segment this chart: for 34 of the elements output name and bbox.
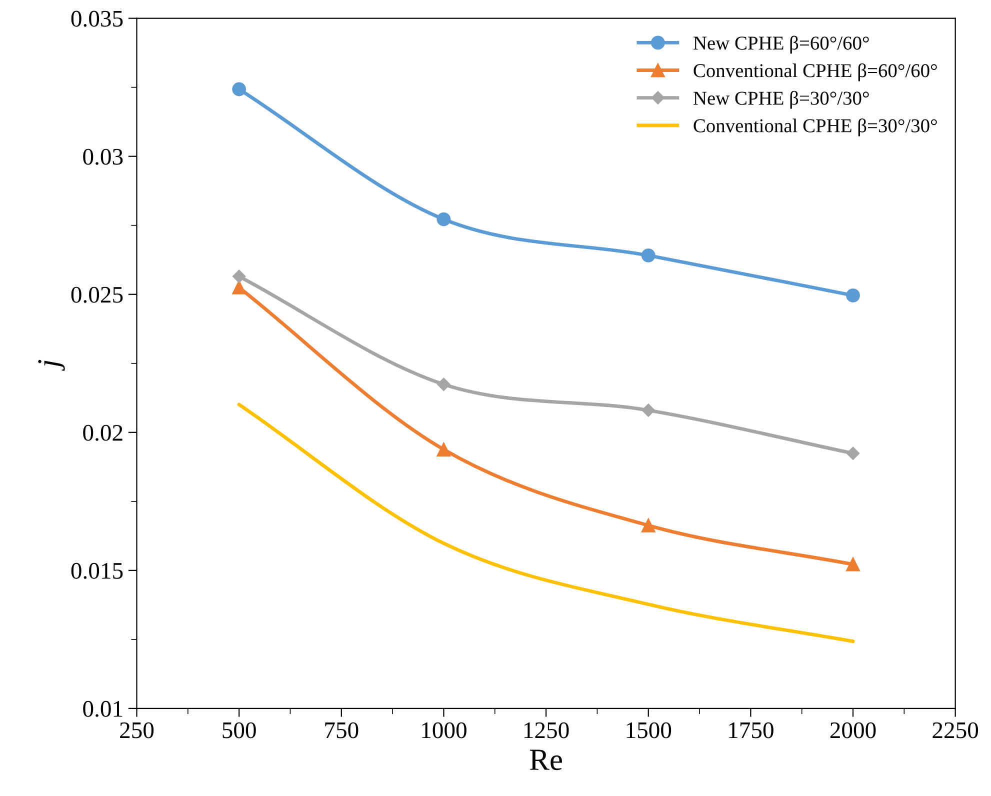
x-tick-label: 250 bbox=[120, 722, 154, 738]
y-tick-label: 0.03 bbox=[83, 148, 123, 165]
y-axis-title: j bbox=[38, 360, 65, 371]
y-tick-label: 0.025 bbox=[71, 286, 123, 303]
point bbox=[436, 442, 451, 456]
x-tick-label: 2000 bbox=[830, 722, 876, 738]
y-tick-label: 0.02 bbox=[83, 424, 122, 441]
point bbox=[846, 446, 860, 460]
point bbox=[232, 82, 246, 96]
y-tick-label: 0.015 bbox=[71, 562, 123, 579]
point bbox=[232, 280, 246, 294]
y-tick-label: 0.01 bbox=[83, 700, 122, 717]
x-tick-label: 2250 bbox=[932, 722, 978, 738]
x-tick-label: 750 bbox=[325, 722, 358, 738]
x-tick-label: 1500 bbox=[626, 722, 672, 738]
legend-label: Conventional CPHE β=30°/30° bbox=[694, 118, 937, 136]
point bbox=[642, 404, 655, 417]
point bbox=[846, 557, 860, 572]
point bbox=[641, 518, 656, 532]
point bbox=[641, 248, 656, 262]
x-axis-title: Re bbox=[530, 750, 562, 770]
x-tick-label: 1750 bbox=[729, 722, 774, 738]
line-series bbox=[237, 402, 855, 644]
x-tick-label: 500 bbox=[222, 722, 256, 738]
legend-label: New CPHE β=60°/60° bbox=[693, 36, 869, 54]
point bbox=[232, 270, 246, 284]
point bbox=[436, 212, 451, 226]
legend-label: Conventional CPHE β=60°/60° bbox=[694, 63, 937, 82]
y-tick-label: 0.035 bbox=[71, 10, 123, 27]
point bbox=[846, 288, 860, 302]
legend-label: New CPHE β=30°/30° bbox=[693, 90, 869, 109]
x-tick-label: 1250 bbox=[524, 722, 569, 738]
point bbox=[437, 378, 450, 391]
x-tick-label: 1000 bbox=[422, 722, 466, 738]
